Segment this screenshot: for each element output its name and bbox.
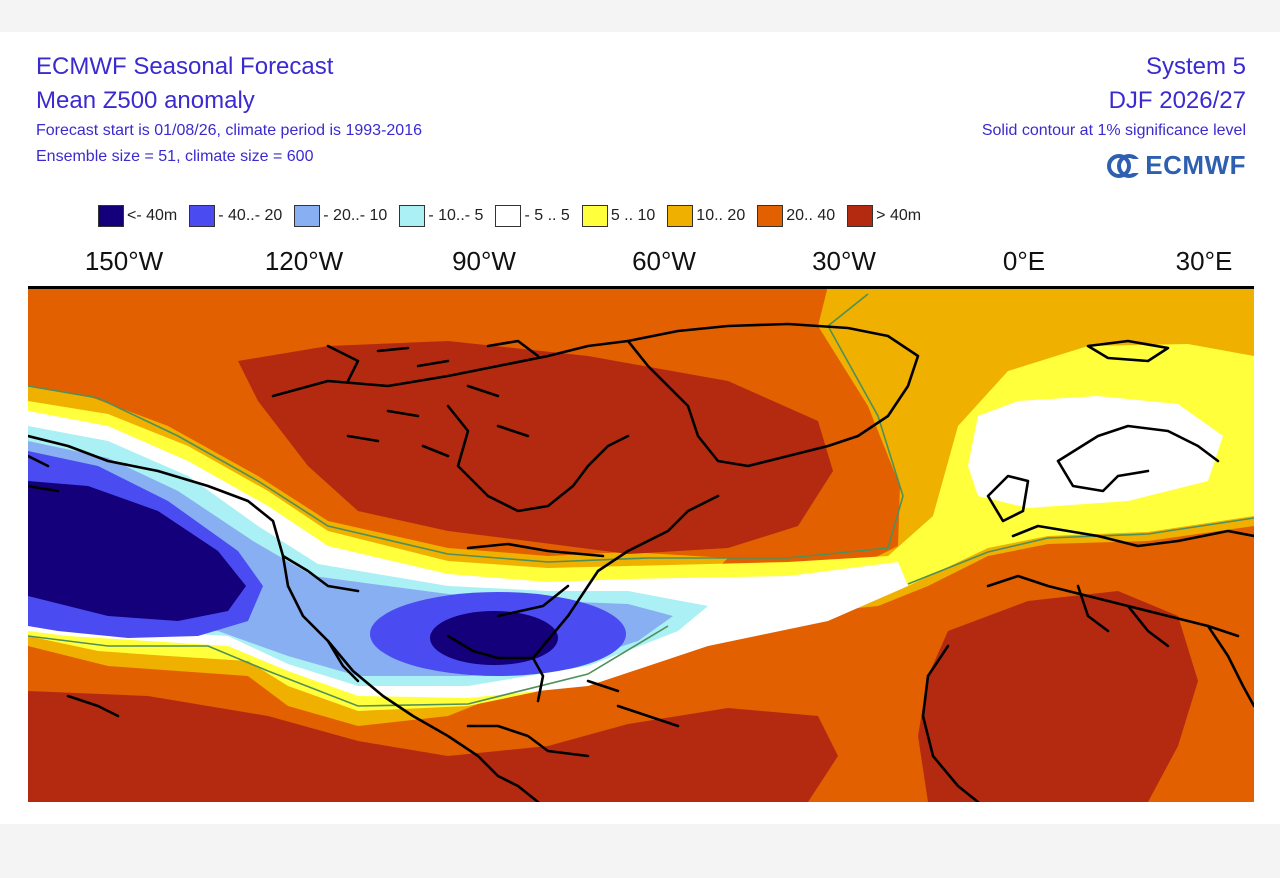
longitude-label: 150°W [84,246,164,276]
system-block: System 5 DJF 2026/27 Solid contour at 1%… [982,50,1246,181]
anomaly-fill-above-40-canada [238,341,833,554]
map-top-border [28,286,1254,289]
legend-item: - 5 .. 5 [495,205,570,227]
legend-swatch [495,205,522,227]
legend-item: 10.. 20 [667,205,745,227]
legend-item: 20.. 40 [757,205,835,227]
longitude-label: 30°W [812,246,876,276]
legend-label: 20.. 40 [786,207,836,224]
legend-label: <- 40m [127,207,178,224]
title-block: ECMWF Seasonal Forecast Mean Z500 anomal… [36,50,422,170]
title-line2: Mean Z500 anomaly [36,87,255,114]
legend-label: 10.. 20 [696,207,746,224]
legend-swatch [667,205,694,227]
anomaly-fill-above-40-africa [918,591,1198,802]
system-label: System 5 [1145,53,1246,80]
longitude-label: 90°W [452,246,516,276]
title-line1: ECMWF Seasonal Forecast [36,53,334,80]
legend-label: > 40m [876,207,922,224]
ensemble-info: Ensemble size = 51, climate size = 600 [36,148,314,165]
anomaly-fill-below-minus40-gulf [430,611,558,665]
legend-item: > 40m [847,205,921,227]
ecmwf-logo: ECMWF [982,150,1246,181]
significance-contour [28,293,1254,707]
legend-item: - 20..- 10 [294,205,387,227]
ecmwf-logo-icon [1107,153,1142,178]
legend-item: - 40..- 20 [189,205,282,227]
significance-note: Solid contour at 1% significance level [981,122,1246,139]
legend-swatch [399,205,426,227]
longitude-label: 30°E [1175,246,1233,276]
longitude-label: 60°W [632,246,696,276]
anomaly-fill-above-40-south [28,691,838,802]
legend-label: - 5 .. 5 [524,207,570,224]
legend-item: 5 .. 10 [581,205,656,227]
anomaly-fill-below-minus40-pacific [28,481,246,621]
legend-item: <- 40m [98,205,177,227]
legend-label: - 40..- 20 [218,207,283,224]
legend-swatch [189,205,216,227]
legend-label: - 10..- 5 [428,207,484,224]
legend: <- 40m - 40..- 20 - 20..- 10 - 10..- 5 - 5 .… [98,204,933,228]
coastlines [28,322,1254,802]
anomaly-fill-neutral-europe [968,396,1223,508]
anomaly-map [28,286,1254,802]
forecast-info: Forecast start is 01/08/26, climate peri… [36,122,422,139]
forecast-sheet: ECMWF Seasonal Forecast Mean Z500 anomal… [0,32,1280,824]
legend-swatch [757,205,784,227]
legend-item: - 10..- 5 [399,205,483,227]
legend-swatch [847,205,874,227]
longitude-label: 120°W [264,246,344,276]
brand-text: ECMWF [1145,150,1246,180]
legend-swatch [98,205,124,227]
longitude-axis: 150°W 120°W 90°W 60°W 30°W 0°E 30°E [0,246,1280,280]
legend-label: 5 .. 10 [610,207,656,224]
legend-label: - 20..- 10 [323,207,388,224]
legend-swatch [294,205,321,227]
legend-swatch [581,205,608,227]
season-label: DJF 2026/27 [1108,87,1246,114]
longitude-label: 0°E [1002,246,1046,276]
